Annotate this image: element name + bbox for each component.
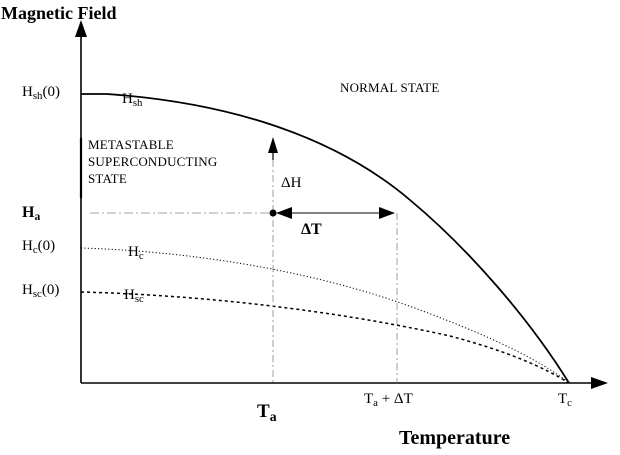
- hsh-curve: [81, 93, 570, 384]
- y-tick-hsc0: Hsc(0): [22, 282, 60, 301]
- y-axis-arrowhead: [75, 20, 87, 37]
- x-tick-ta-plus-delta-t: Ta + ΔT: [364, 391, 413, 410]
- normal-state-label: NORMAL STATE: [340, 80, 440, 95]
- delta-h-label: ΔH: [281, 175, 302, 191]
- delta-t-label: ΔT: [301, 221, 322, 238]
- y-axis-title: Magnetic Field: [1, 3, 117, 23]
- curve-label-hsh: Hsh: [122, 91, 143, 110]
- y-tick-hc0: Hc(0): [22, 238, 56, 257]
- hc-curve: [80, 247, 570, 384]
- y-tick-hsh0: Hsh(0): [22, 84, 60, 103]
- y-tick-ha: Ha: [22, 204, 41, 224]
- x-tick-tc: Tc: [558, 391, 572, 410]
- operating-point: [269, 209, 277, 217]
- x-tick-ta: Ta: [257, 401, 277, 424]
- metastable-label-line-3: STATE: [88, 171, 127, 186]
- delta-h-arrowhead: [268, 137, 278, 153]
- curve-label-hsc: Hsc: [124, 287, 144, 306]
- x-axis-arrowhead: [591, 377, 608, 389]
- hsc-curve: [80, 291, 570, 384]
- delta-t-arrowhead-left: [276, 207, 292, 219]
- delta-t-arrowhead-right: [379, 207, 395, 219]
- x-axis-title: Temperature: [399, 427, 511, 449]
- curve-label-hc: Hc: [128, 244, 144, 263]
- metastable-label-line-1: METASTABLE: [88, 137, 174, 152]
- metastable-label-line-2: SUPERCONDUCTING: [88, 154, 218, 169]
